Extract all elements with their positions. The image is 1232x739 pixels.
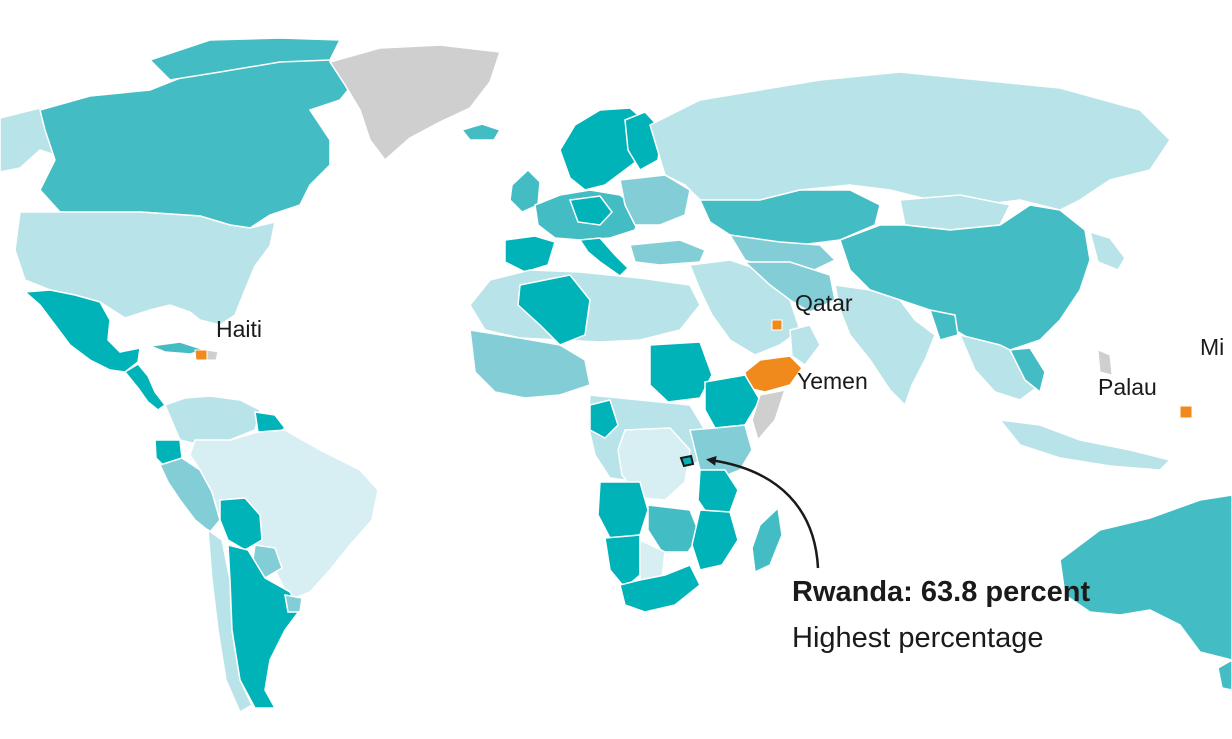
label-micronesia-partial: Mi [1200,334,1225,360]
country-brazil [189,429,379,601]
label-haiti: Haiti [216,316,263,342]
country-qatar [771,319,783,331]
callout-arrow [706,455,820,569]
country-algeria [517,274,591,346]
country-india [834,284,936,407]
country-rwanda [679,454,695,468]
country-mozambique [691,509,739,571]
country-palau [1179,405,1193,419]
country-new-zealand [1217,659,1232,691]
country-iran [743,261,836,313]
country-cameroon-gabon [589,399,619,439]
country-angola [597,481,649,539]
country-china [839,204,1091,351]
country-chile [207,528,253,714]
country-mexico [23,289,141,373]
label-yemen: Yemen [797,368,868,394]
country-indonesia [998,419,1172,471]
country-zambia-zimbabwe [647,504,701,553]
country-korea-japan [1088,230,1126,271]
label-qatar: Qatar [795,290,853,316]
country-italy-balkans [578,237,630,277]
callout-subtitle: Highest percentage [792,622,1044,654]
country-south-africa [619,564,701,613]
country-oman [789,324,821,367]
country-bangladesh-region [928,309,959,341]
country-west-africa [469,329,591,399]
country-uruguay [284,594,303,613]
country-iceland [460,123,502,141]
country-canada-arctic [148,37,342,81]
country-sudan [649,341,713,403]
country-kazakhstan [698,189,881,246]
country-iberia [504,235,556,273]
label-palau: Palau [1098,374,1157,400]
country-madagascar [751,506,783,574]
callout-title: Rwanda: 63.8 percent [792,576,1091,608]
country-haiti [194,349,208,361]
country-peru [158,457,221,534]
country-central-europe [568,195,613,226]
country-turkey [629,239,706,266]
country-bolivia [219,497,263,551]
country-somalia [751,389,787,442]
country-argentina [227,544,301,709]
country-philippines [1097,349,1113,376]
country-dominican-republic [206,349,219,361]
country-southeast-asia [958,333,1041,401]
country-australia [1059,494,1232,661]
country-vietnam [1008,347,1046,394]
country-greenland [328,44,502,162]
